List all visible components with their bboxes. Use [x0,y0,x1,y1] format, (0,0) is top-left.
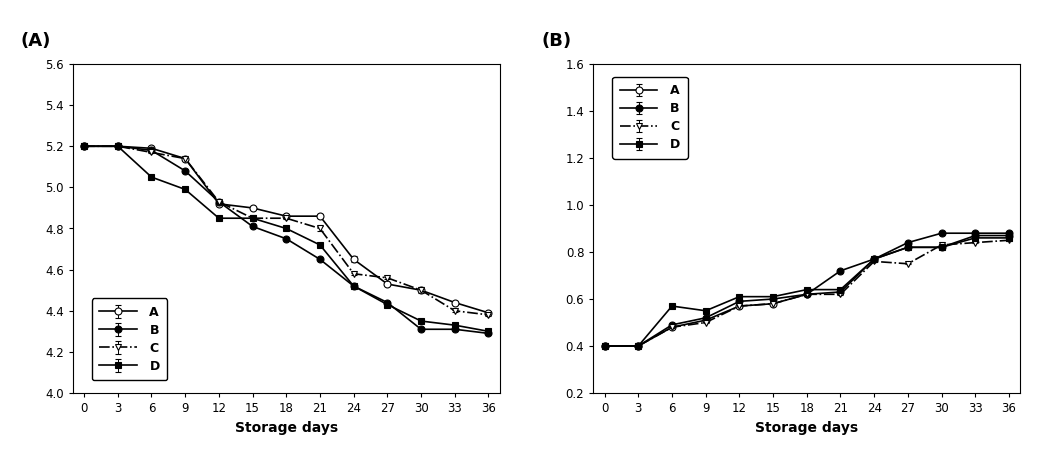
X-axis label: Storage days: Storage days [755,420,859,435]
Text: (A): (A) [21,32,51,50]
Text: (B): (B) [541,32,572,50]
Legend: A, B, C, D: A, B, C, D [612,77,688,159]
Legend: A, B, C, D: A, B, C, D [92,298,168,380]
X-axis label: Storage days: Storage days [234,420,338,435]
